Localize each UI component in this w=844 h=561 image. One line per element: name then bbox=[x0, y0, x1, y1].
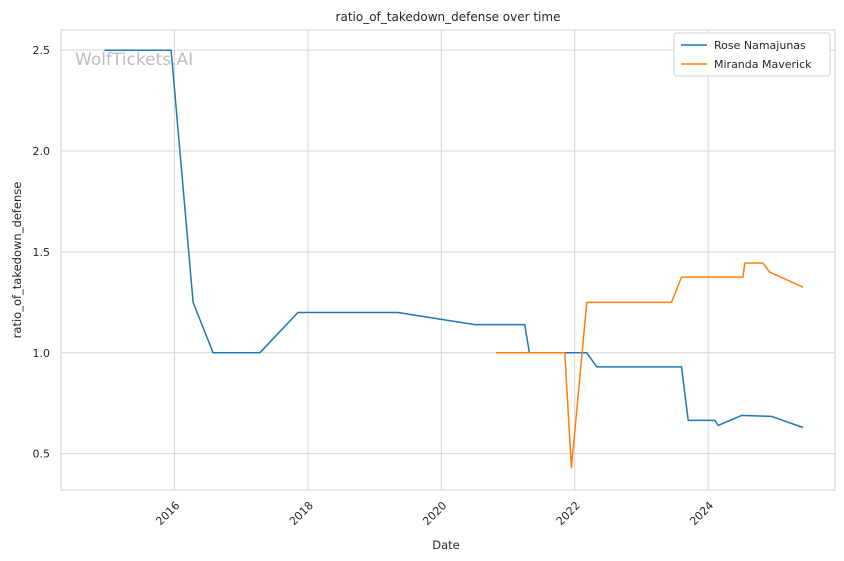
x-tick-label: 2016 bbox=[153, 499, 182, 528]
legend: Rose Namajunas Miranda Maverick bbox=[673, 32, 831, 77]
x-tick-label: 2018 bbox=[287, 499, 316, 528]
plot-area bbox=[60, 29, 836, 491]
x-tick-label: 2024 bbox=[687, 499, 716, 528]
y-tick-labels: 0.5 1.0 1.5 2.0 2.5 bbox=[33, 44, 51, 461]
chart-title: ratio_of_takedown_defense over time bbox=[336, 10, 561, 24]
y-tick-label: 2.5 bbox=[33, 44, 51, 57]
watermark: WolfTickets.AI bbox=[75, 50, 193, 70]
legend-label-rose-namajunas: Rose Namajunas bbox=[714, 39, 806, 52]
legend-label-miranda-maverick: Miranda Maverick bbox=[714, 58, 812, 71]
y-tick-label: 0.5 bbox=[33, 448, 51, 461]
y-tick-label: 2.0 bbox=[33, 145, 51, 158]
x-tick-label: 2022 bbox=[554, 499, 583, 528]
y-tick-label: 1.0 bbox=[33, 347, 51, 360]
series-line-miranda-maverick bbox=[496, 262, 804, 469]
x-tick-labels: 2016 2018 2020 2022 2024 bbox=[153, 499, 716, 528]
x-tick-label: 2020 bbox=[420, 499, 449, 528]
legend-box bbox=[673, 32, 831, 77]
x-axis-title: Date bbox=[432, 538, 460, 552]
y-axis-title: ratio_of_takedown_defense bbox=[10, 182, 24, 339]
series-lines bbox=[104, 49, 804, 469]
y-tick-label: 1.5 bbox=[33, 246, 51, 259]
